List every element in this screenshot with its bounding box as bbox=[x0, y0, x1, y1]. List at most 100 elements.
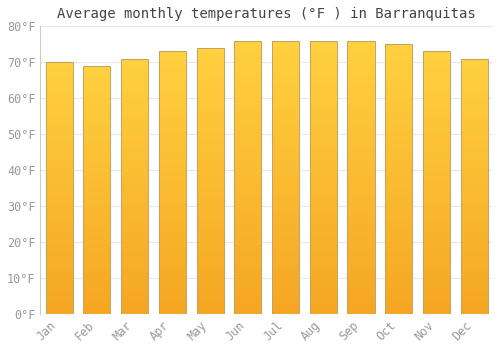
Bar bbox=[121, 140, 148, 143]
Bar bbox=[348, 207, 374, 210]
Bar bbox=[121, 309, 148, 312]
Bar bbox=[196, 69, 224, 72]
Bar bbox=[46, 178, 73, 181]
Bar bbox=[348, 292, 374, 295]
Bar bbox=[385, 149, 412, 152]
Bar bbox=[460, 199, 488, 202]
Bar bbox=[423, 135, 450, 138]
Bar bbox=[385, 58, 412, 61]
Bar bbox=[46, 173, 73, 175]
Bar bbox=[159, 154, 186, 156]
Bar bbox=[46, 231, 73, 233]
Bar bbox=[121, 240, 148, 243]
Bar bbox=[121, 243, 148, 245]
Bar bbox=[310, 251, 337, 254]
Bar bbox=[196, 160, 224, 162]
Bar bbox=[234, 106, 262, 109]
Bar bbox=[310, 155, 337, 158]
Bar bbox=[159, 248, 186, 251]
Bar bbox=[310, 76, 337, 79]
Bar bbox=[385, 190, 412, 193]
Bar bbox=[196, 98, 224, 101]
Bar bbox=[310, 248, 337, 251]
Bar bbox=[46, 62, 73, 65]
Bar bbox=[348, 232, 374, 234]
Bar bbox=[310, 311, 337, 314]
Bar bbox=[121, 84, 148, 87]
Bar bbox=[196, 274, 224, 276]
Bar bbox=[460, 77, 488, 79]
Bar bbox=[196, 250, 224, 253]
Bar bbox=[46, 259, 73, 261]
Bar bbox=[348, 43, 374, 46]
Bar bbox=[460, 107, 488, 110]
Bar bbox=[310, 226, 337, 229]
Bar bbox=[159, 169, 186, 172]
Bar bbox=[121, 194, 148, 196]
Bar bbox=[234, 122, 262, 125]
Bar bbox=[196, 191, 224, 194]
Bar bbox=[460, 79, 488, 82]
Bar bbox=[310, 276, 337, 278]
Bar bbox=[121, 158, 148, 161]
Bar bbox=[348, 306, 374, 308]
Bar bbox=[385, 160, 412, 163]
Bar bbox=[84, 185, 110, 187]
Bar bbox=[121, 288, 148, 291]
Bar bbox=[46, 183, 73, 186]
Bar bbox=[159, 167, 186, 169]
Bar bbox=[234, 202, 262, 205]
Bar bbox=[385, 77, 412, 79]
Bar bbox=[423, 109, 450, 112]
Bar bbox=[159, 162, 186, 164]
Bar bbox=[46, 100, 73, 103]
Bar bbox=[234, 243, 262, 246]
Bar bbox=[234, 191, 262, 194]
Bar bbox=[84, 289, 110, 292]
Bar bbox=[460, 59, 488, 61]
Bar bbox=[121, 237, 148, 240]
Bar bbox=[159, 190, 186, 193]
Bar bbox=[460, 247, 488, 250]
Bar bbox=[234, 92, 262, 95]
Bar bbox=[121, 296, 148, 299]
Bar bbox=[234, 194, 262, 196]
Bar bbox=[84, 207, 110, 210]
Bar bbox=[234, 308, 262, 311]
Bar bbox=[348, 71, 374, 74]
Bar bbox=[196, 61, 224, 64]
Bar bbox=[159, 127, 186, 130]
Bar bbox=[196, 223, 224, 226]
Bar bbox=[460, 299, 488, 301]
Bar bbox=[84, 257, 110, 259]
Bar bbox=[121, 92, 148, 94]
Bar bbox=[385, 133, 412, 136]
Bar bbox=[196, 271, 224, 274]
Bar bbox=[272, 199, 299, 202]
Bar bbox=[385, 179, 412, 182]
Bar bbox=[310, 308, 337, 311]
Bar bbox=[385, 254, 412, 257]
Bar bbox=[310, 60, 337, 63]
Bar bbox=[460, 181, 488, 184]
Bar bbox=[159, 85, 186, 88]
Bar bbox=[196, 208, 224, 210]
Bar bbox=[159, 117, 186, 120]
Bar bbox=[310, 175, 337, 177]
Bar bbox=[460, 125, 488, 127]
Bar bbox=[159, 141, 186, 143]
Bar bbox=[234, 84, 262, 87]
Bar bbox=[121, 202, 148, 204]
Bar bbox=[159, 290, 186, 293]
Bar bbox=[84, 195, 110, 197]
Bar bbox=[272, 292, 299, 295]
Bar bbox=[234, 224, 262, 226]
Bar bbox=[310, 68, 337, 71]
Bar bbox=[84, 158, 110, 160]
Bar bbox=[423, 293, 450, 295]
Bar bbox=[348, 147, 374, 150]
Bar bbox=[84, 272, 110, 274]
Bar bbox=[310, 196, 337, 199]
Bar bbox=[385, 98, 412, 101]
Bar bbox=[159, 64, 186, 67]
